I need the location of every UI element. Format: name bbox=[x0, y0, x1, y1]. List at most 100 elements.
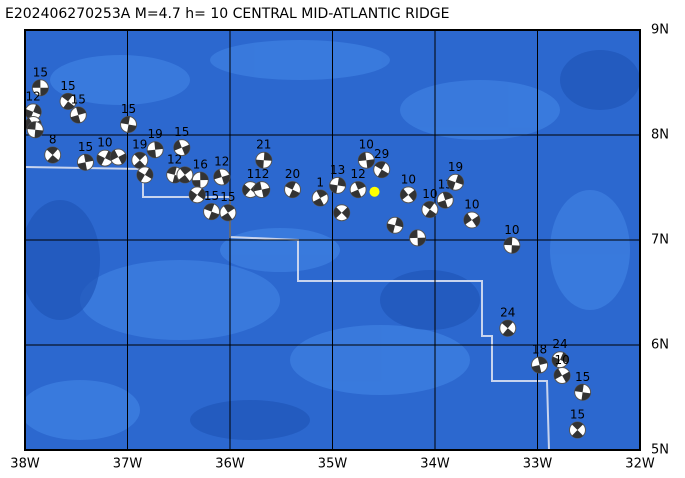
beachball bbox=[503, 236, 521, 254]
beachball-quadrant bbox=[552, 352, 569, 368]
lon-tick-label: 36W bbox=[215, 457, 245, 472]
beachball-quadrant bbox=[61, 93, 75, 110]
beachball bbox=[311, 189, 329, 207]
beachball bbox=[191, 171, 209, 189]
depth-label: 15 bbox=[121, 102, 136, 116]
beachball-quadrant bbox=[120, 116, 137, 133]
depth-label: 15 bbox=[33, 65, 48, 79]
lon-tick-label: 32W bbox=[625, 457, 655, 472]
beachball bbox=[373, 161, 391, 179]
beachball-quadrant bbox=[571, 422, 584, 439]
depth-label: 1 bbox=[247, 167, 255, 181]
beachball bbox=[447, 173, 464, 191]
lat-tick-label: 9N bbox=[651, 23, 669, 38]
lon-tick-label: 33W bbox=[523, 457, 553, 472]
depth-label: 15 bbox=[220, 190, 235, 204]
beachball-quadrant bbox=[501, 320, 514, 337]
depth-label: 10 bbox=[422, 187, 437, 201]
beachball-quadrant bbox=[350, 181, 366, 198]
beachball-quadrant bbox=[387, 217, 404, 234]
beachball bbox=[329, 176, 347, 194]
map-title: E202406270253A M=4.7 h= 10 CENTRAL MID-A… bbox=[5, 6, 449, 22]
beachball-quadrant bbox=[255, 152, 272, 169]
beachball-quadrant bbox=[147, 141, 164, 158]
beachball-quadrant bbox=[46, 146, 59, 163]
beachball bbox=[255, 151, 273, 169]
depth-label: 15 bbox=[71, 93, 86, 107]
beachball bbox=[386, 216, 404, 234]
beachball-quadrant bbox=[189, 188, 206, 202]
beachball bbox=[349, 181, 367, 199]
beachball-quadrant bbox=[447, 174, 464, 190]
depth-label: 18 bbox=[532, 342, 547, 356]
depth-label: 15 bbox=[174, 125, 189, 139]
beachball bbox=[44, 146, 62, 164]
beachball bbox=[109, 148, 127, 166]
beachball-quadrant bbox=[358, 152, 375, 169]
beachball-quadrant bbox=[27, 121, 44, 138]
depth-label: 19 bbox=[148, 127, 163, 141]
lon-tick-label: 37W bbox=[113, 457, 143, 472]
beachball-quadrant bbox=[221, 204, 235, 221]
depth-label: 13 bbox=[330, 163, 345, 177]
beachball bbox=[203, 203, 221, 221]
epicenter bbox=[369, 186, 380, 197]
depth-label: 21 bbox=[256, 138, 271, 152]
depth-label: 15 bbox=[204, 189, 219, 203]
depth-label: 19 bbox=[448, 160, 463, 174]
beachball bbox=[120, 116, 138, 133]
beachball-quadrant bbox=[333, 206, 350, 219]
lon-tick-label: 38W bbox=[10, 457, 40, 472]
plate-boundary bbox=[25, 166, 550, 450]
beachball-quadrant bbox=[204, 203, 220, 220]
beachball-quadrant bbox=[329, 177, 346, 194]
lat-tick-label: 5N bbox=[651, 443, 669, 458]
beachball-quadrant bbox=[313, 189, 328, 207]
beachball bbox=[409, 229, 427, 247]
depth-label: 12 bbox=[350, 167, 365, 181]
beachball-quadrant bbox=[110, 149, 127, 165]
beachball-quadrant bbox=[192, 172, 209, 189]
depth-label: 10 bbox=[401, 172, 416, 186]
beachball-quadrant bbox=[503, 237, 520, 254]
beachball-quadrant bbox=[133, 152, 146, 169]
beachball-quadrant bbox=[554, 368, 571, 383]
depth-label: 15 bbox=[60, 79, 75, 93]
beachball bbox=[136, 166, 154, 184]
beachball bbox=[219, 204, 237, 222]
beachball-quadrant bbox=[136, 168, 153, 182]
lat-tick-label: 6N bbox=[651, 338, 669, 353]
beachball-quadrant bbox=[213, 169, 230, 185]
beachball bbox=[284, 181, 302, 199]
beachball-quadrant bbox=[409, 229, 426, 246]
beachball-quadrant bbox=[285, 181, 300, 198]
beachball bbox=[131, 151, 149, 169]
beachball bbox=[421, 201, 439, 219]
beachball bbox=[26, 121, 44, 139]
beachball-quadrant bbox=[374, 161, 389, 178]
beachball bbox=[146, 141, 164, 159]
beachball-quadrant bbox=[531, 356, 548, 373]
depth-label: 12 bbox=[167, 152, 182, 166]
beachball-quadrant bbox=[32, 79, 49, 96]
depth-label: 12 bbox=[26, 89, 41, 103]
depth-label: 15 bbox=[78, 140, 93, 154]
depth-label: 10 bbox=[554, 353, 569, 367]
depth-label: 24 bbox=[500, 306, 515, 320]
beachball bbox=[531, 356, 549, 374]
beachball-quadrant bbox=[77, 154, 94, 171]
beachball bbox=[333, 204, 351, 222]
beachball bbox=[69, 106, 87, 124]
beachball bbox=[59, 92, 77, 110]
beachball-quadrant bbox=[400, 188, 417, 202]
depth-label: 15 bbox=[570, 408, 585, 422]
depth-label: 29 bbox=[374, 147, 389, 161]
depth-label: 19 bbox=[132, 138, 147, 152]
depth-label: 24 bbox=[552, 337, 567, 351]
depth-label: 1 bbox=[316, 176, 324, 190]
beachball bbox=[399, 186, 417, 204]
beachball bbox=[568, 421, 586, 439]
beachball-quadrant bbox=[437, 192, 453, 209]
beachball-quadrant bbox=[173, 140, 190, 156]
